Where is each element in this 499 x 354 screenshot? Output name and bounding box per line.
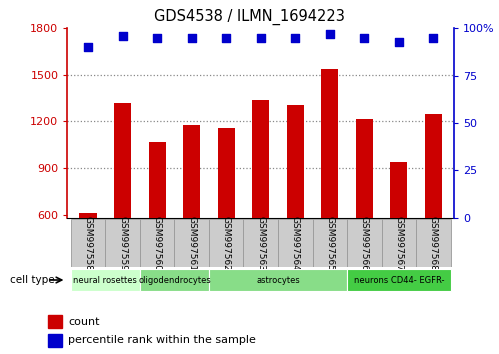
Bar	[321, 69, 338, 308]
Bar	[209, 219, 244, 267]
Text: cell type: cell type	[10, 275, 54, 285]
Point	[326, 31, 334, 37]
Text: count: count	[68, 317, 100, 327]
Bar	[425, 114, 442, 308]
Point	[222, 35, 230, 41]
Text: GSM997558: GSM997558	[83, 216, 93, 271]
Bar	[416, 219, 451, 267]
Text: GSM997566: GSM997566	[360, 216, 369, 271]
Bar	[71, 219, 105, 267]
Bar	[312, 219, 347, 267]
Bar	[175, 219, 209, 267]
Text: neural rosettes: neural rosettes	[73, 275, 137, 285]
Bar	[183, 125, 200, 308]
Text: GSM997559: GSM997559	[118, 216, 127, 271]
Bar	[390, 162, 408, 308]
Text: astrocytes: astrocytes	[256, 275, 300, 285]
Point	[395, 39, 403, 44]
Bar	[356, 119, 373, 308]
Point	[119, 33, 127, 39]
Bar	[140, 269, 209, 291]
Bar	[79, 213, 97, 308]
Text: GSM997561: GSM997561	[187, 216, 196, 271]
Text: GSM997563: GSM997563	[256, 216, 265, 271]
Text: neurons CD44- EGFR-: neurons CD44- EGFR-	[354, 275, 444, 285]
Point	[360, 35, 368, 41]
Text: GDS4538 / ILMN_1694223: GDS4538 / ILMN_1694223	[154, 9, 345, 25]
Bar	[114, 103, 131, 308]
Bar	[252, 100, 269, 308]
Text: GSM997564: GSM997564	[291, 216, 300, 271]
Bar	[71, 269, 140, 291]
Bar	[140, 219, 175, 267]
Bar	[244, 219, 278, 267]
Text: GSM997565: GSM997565	[325, 216, 334, 271]
Bar	[286, 105, 304, 308]
Point	[429, 35, 437, 41]
Bar	[48, 334, 62, 347]
Point	[256, 35, 264, 41]
Bar	[48, 315, 62, 328]
Point	[188, 35, 196, 41]
Text: GSM997567: GSM997567	[394, 216, 403, 271]
Bar	[209, 269, 347, 291]
Bar	[218, 129, 235, 308]
Bar	[382, 219, 416, 267]
Bar	[278, 219, 312, 267]
Bar	[149, 142, 166, 308]
Point	[153, 35, 161, 41]
Point	[291, 35, 299, 41]
Text: GSM997568: GSM997568	[429, 216, 438, 271]
Text: GSM997560: GSM997560	[153, 216, 162, 271]
Text: GSM997562: GSM997562	[222, 216, 231, 271]
Bar	[347, 269, 451, 291]
Bar	[347, 219, 382, 267]
Bar	[105, 219, 140, 267]
Point	[84, 45, 92, 50]
Text: oligodendrocytes: oligodendrocytes	[138, 275, 211, 285]
Text: percentile rank within the sample: percentile rank within the sample	[68, 335, 256, 346]
